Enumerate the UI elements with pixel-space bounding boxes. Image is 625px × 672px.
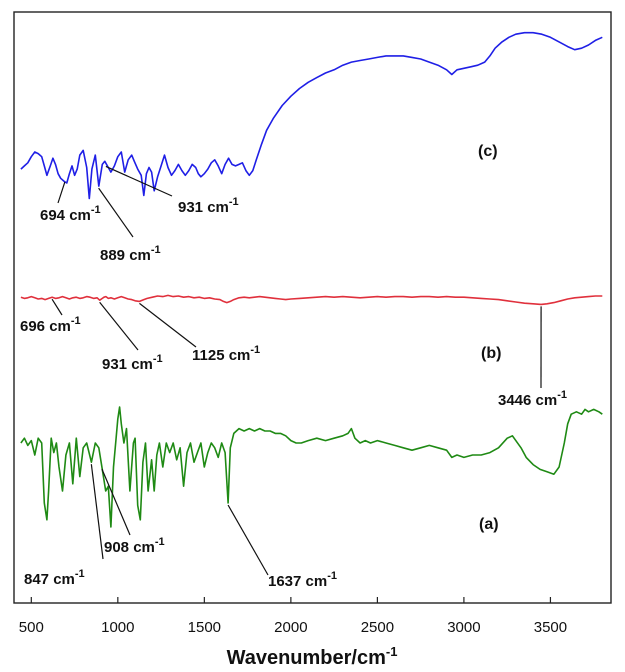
x-tick-label-2000: 2000 xyxy=(274,619,307,636)
x-axis-title: Wavenumber/cm-1 xyxy=(227,644,398,669)
series-label-c: (c) xyxy=(478,143,498,160)
x-tick-label-2500: 2500 xyxy=(361,619,394,636)
annotation-label-c-889: 889 cm-1 xyxy=(100,244,161,264)
annotation-label-b-3446: 3446 cm-1 xyxy=(498,389,567,409)
x-axis: 500 1000 1500 2000 2500 3000 3500 xyxy=(19,597,567,636)
annotation-label-b-1125: 1125 cm-1 xyxy=(192,344,260,364)
annotation-label-c-694: 694 cm-1 xyxy=(40,204,101,224)
annotation-line-c-931 xyxy=(105,165,173,197)
annotation-line-b-931 xyxy=(99,301,139,351)
annotation-line-c-694 xyxy=(57,181,66,204)
x-tick-label-1000: 1000 xyxy=(101,619,134,636)
annotation-line-b-696 xyxy=(51,298,63,316)
annotation-line-a-847 xyxy=(90,464,104,560)
x-tick-label-1500: 1500 xyxy=(188,619,221,636)
annotation-label-a-1637: 1637 cm-1 xyxy=(268,570,337,590)
annotation-label-b-696: 696 cm-1 xyxy=(20,315,81,335)
series-line-b xyxy=(20,294,603,306)
annotation-group: 694 cm-1 889 cm-1 931 cm-1 696 cm-1 931 cm-1… xyxy=(20,165,567,590)
annotation-label-c-931: 931 cm-1 xyxy=(178,196,239,216)
x-tick-label-3000: 3000 xyxy=(447,619,480,636)
x-tick-label-500: 500 xyxy=(19,619,44,636)
series-label-a: (a) xyxy=(479,516,499,533)
plot-frame xyxy=(13,11,612,604)
series-line-c xyxy=(20,31,603,200)
series-line-a xyxy=(20,406,603,528)
annotation-line-c-889 xyxy=(98,187,134,238)
series-label-b: (b) xyxy=(481,345,501,362)
annotation-label-b-931: 931 cm-1 xyxy=(102,353,163,373)
annotation-line-b-1125 xyxy=(139,302,197,348)
annotation-line-a-1637 xyxy=(227,504,269,576)
x-tick-label-3500: 3500 xyxy=(534,619,567,636)
annotation-label-a-908: 908 cm-1 xyxy=(104,536,165,556)
series-group: (c) (b) (a) xyxy=(20,31,603,533)
annotation-label-a-847: 847 cm-1 xyxy=(24,568,85,588)
annotation-line-a-908 xyxy=(101,468,131,536)
